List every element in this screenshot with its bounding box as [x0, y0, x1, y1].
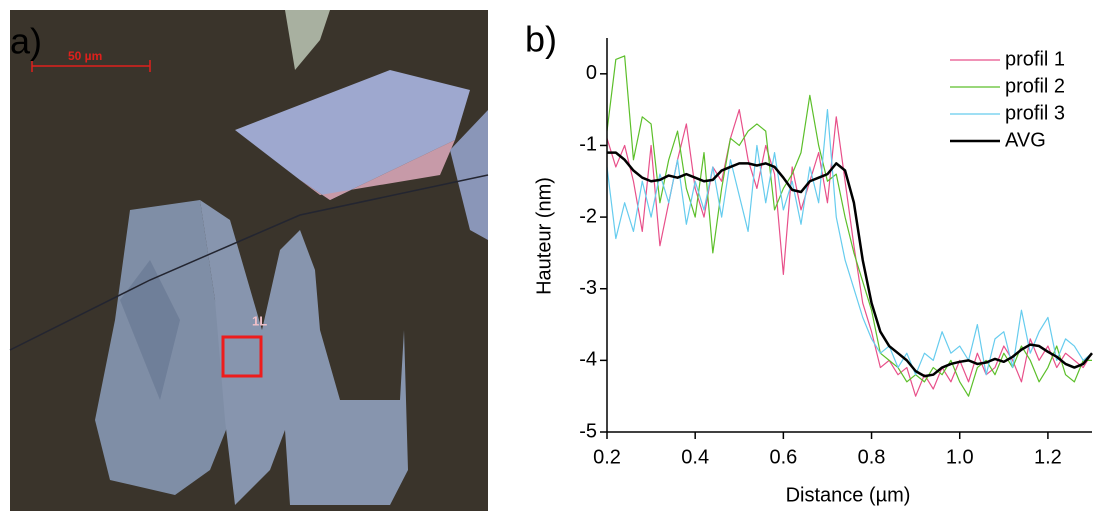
- scale-bar-label: 50 µm: [68, 49, 102, 63]
- x-tick-label: 0.2: [593, 446, 621, 468]
- crack-line: [9, 174, 489, 351]
- y-tick-label: 0: [586, 62, 597, 84]
- flake: [200, 200, 408, 505]
- flake: [235, 70, 470, 200]
- flake: [300, 140, 455, 200]
- series-line: [607, 109, 1093, 376]
- panel-label: a): [10, 21, 42, 62]
- micrograph: 50 µm 1L a): [9, 10, 489, 511]
- series-line: [607, 109, 1093, 397]
- flake-shade: [120, 260, 180, 400]
- flake: [285, 10, 330, 70]
- x-tick-label: 0.4: [681, 446, 709, 468]
- y-tick-label: -3: [579, 277, 597, 299]
- legend-label: AVG: [1005, 129, 1046, 151]
- x-tick-label: 1.2: [1034, 446, 1062, 468]
- flake: [450, 110, 488, 240]
- legend-label: profil 1: [1005, 48, 1065, 70]
- y-tick-label: -5: [579, 420, 597, 442]
- region-box: [221, 335, 263, 378]
- x-tick-label: 0.8: [858, 446, 886, 468]
- legend-label: profil 2: [1005, 75, 1065, 97]
- panel-label: b): [525, 19, 557, 60]
- y-axis-label: Hauteur (nm): [533, 177, 555, 295]
- series-line: [607, 151, 1093, 378]
- y-tick-label: -4: [579, 349, 597, 371]
- x-tick-label: 0.6: [769, 446, 797, 468]
- y-tick-label: -2: [579, 205, 597, 227]
- x-tick-label: 1.0: [946, 446, 974, 468]
- x-axis-label: Distance (µm): [786, 484, 911, 506]
- region-label: 1L: [252, 313, 267, 328]
- legend-label: profil 3: [1005, 102, 1065, 124]
- series-line: [607, 55, 1092, 397]
- y-tick-label: -1: [579, 134, 597, 156]
